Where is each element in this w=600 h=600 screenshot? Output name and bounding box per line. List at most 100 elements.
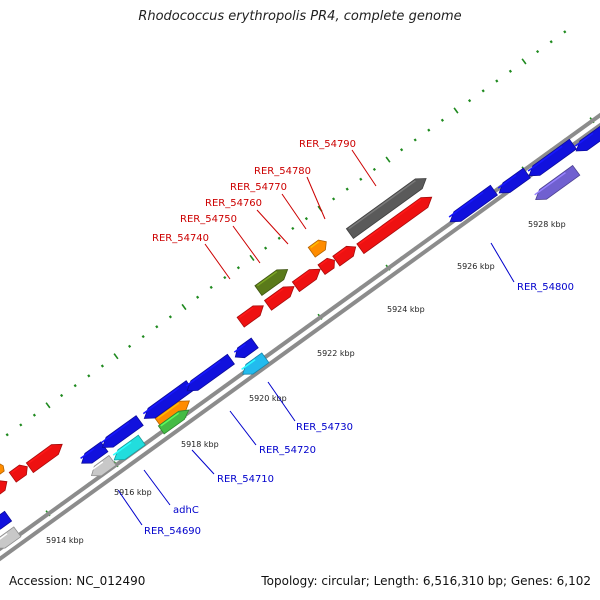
gene-label-rer-54780[interactable]: RER_54780 — [254, 166, 311, 177]
gene-label-rer-54730[interactable]: RER_54730 — [296, 422, 353, 433]
gene-arrow-reverse-highlight — [0, 533, 8, 540]
gene-arrow-reverse[interactable] — [535, 164, 581, 201]
kbp-label: 5926 kbp — [457, 262, 495, 271]
gene-arrow-reverse[interactable] — [234, 337, 259, 359]
gene-label-rer-54710[interactable]: RER_54710 — [217, 474, 274, 485]
outer-tick — [508, 69, 513, 73]
outer-tick — [87, 374, 91, 378]
gene-arrow-forward[interactable] — [332, 245, 357, 267]
gene-arrow-reverse-highlight — [527, 145, 563, 172]
outer-tick — [372, 167, 376, 172]
gene-label-rer-54760[interactable]: RER_54760 — [205, 198, 262, 209]
gene-arrow-forward-highlight — [334, 247, 347, 257]
outer-tick — [168, 315, 172, 319]
gene-arrow-rer-54760[interactable] — [263, 286, 295, 311]
outer-tick — [128, 344, 132, 348]
gene-arrow-rer-54790[interactable] — [345, 178, 427, 239]
gene-label-rer-54720[interactable]: RER_54720 — [259, 445, 316, 456]
gene-arrow-rer-54780-highlight — [310, 241, 319, 249]
outer-tick — [481, 89, 485, 93]
gene-arrow-rer-54730[interactable] — [242, 352, 270, 375]
gene-arrow-rer-54720[interactable] — [186, 353, 235, 392]
outer-tick — [563, 30, 567, 34]
outer-tick — [209, 285, 213, 290]
gene-arrow-rer-54690[interactable] — [90, 454, 117, 477]
gene-arrow-reverse-highlight — [233, 343, 246, 353]
outer-tick — [536, 49, 540, 54]
gene-arrow-adhc-highlight — [112, 441, 132, 456]
outer-tick — [440, 118, 445, 122]
outer-tick — [181, 303, 187, 311]
gene-arrow-forward-highlight — [28, 445, 52, 464]
gene-arrow-forward[interactable] — [8, 464, 28, 483]
gene-arrow-forward-highlight — [320, 259, 328, 266]
gene-arrow-rer-54740[interactable] — [236, 305, 264, 328]
outer-tick — [549, 40, 553, 44]
gene-label-rer-54750[interactable]: RER_54750 — [180, 214, 237, 225]
gene-arrow-rer-54790-highlight — [348, 180, 416, 230]
outer-tick — [45, 402, 51, 409]
gene-arrow-rer-54710-highlight — [160, 412, 180, 427]
kbp-labels: 5914 kbp 5916 kbp 5918 kbp 5920 kbp 5922… — [46, 220, 566, 545]
gene-label-rer-54740[interactable]: RER_54740 — [152, 233, 209, 244]
gene-arrow-reverse[interactable] — [575, 125, 600, 152]
gene-arrow-reverse[interactable] — [0, 510, 13, 530]
gene-arrow-forward[interactable] — [317, 257, 335, 276]
gene-features[interactable] — [0, 125, 600, 549]
gene-arrow-reverse[interactable] — [498, 167, 531, 194]
gene-label-rer-54690[interactable]: RER_54690 — [144, 526, 201, 537]
outer-tick — [19, 423, 23, 427]
outer-tick — [427, 128, 431, 132]
accession-text: Accession: NC_012490 — [9, 574, 146, 588]
gene-arrow-forward-highlight — [11, 466, 20, 474]
gene-arrow-rer-54710[interactable] — [157, 409, 190, 435]
gene-label-rer-54790[interactable]: RER_54790 — [299, 139, 356, 150]
gene-arrow-rer-54770-highlight — [294, 270, 310, 283]
gene-arrow-reverse-highlight — [574, 132, 594, 147]
outer-tick — [155, 325, 159, 329]
outer-tick — [59, 393, 64, 398]
gene-arrow-rer-54800-highlight — [448, 191, 484, 218]
gene-arrow-forward[interactable] — [356, 196, 433, 255]
map-title: Rhodococcus erythropolis PR4, complete g… — [138, 9, 462, 24]
outer-tick — [236, 266, 240, 270]
reverse-leader-lines — [117, 242, 515, 526]
outer-tick — [332, 197, 336, 201]
gene-arrow-forward[interactable] — [25, 443, 63, 474]
gene-arrow-reverse[interactable] — [101, 415, 144, 448]
kbp-label: 5914 kbp — [46, 536, 84, 545]
kbp-label: 5928 kbp — [528, 220, 566, 229]
gene-arrow-rer-54690-highlight — [89, 461, 104, 472]
gene-label-adhc[interactable]: adhC — [173, 505, 199, 516]
forward-gene-labels: RER_54740 RER_54750 RER_54760 RER_54770 … — [152, 139, 356, 244]
gene-arrow-rer-54770[interactable] — [291, 268, 321, 293]
gene-label-rer-54770[interactable]: RER_54770 — [230, 182, 287, 193]
gene-arrow-rer-54800[interactable] — [449, 184, 498, 223]
gene-arrow-adhc[interactable] — [113, 434, 146, 461]
reverse-gene-labels: RER_54690 adhC RER_54710 RER_54720 RER_5… — [144, 282, 574, 537]
gene-arrow-forward-highlight — [157, 402, 180, 419]
gene-arrow-forward[interactable] — [0, 463, 5, 475]
gene-arrow-rer-54780[interactable] — [307, 239, 327, 258]
gene-arrow-forward[interactable] — [0, 480, 8, 500]
gene-arrow-reverse[interactable] — [528, 138, 577, 177]
gene-arrow-rer-54750[interactable] — [254, 269, 289, 296]
gene-arrow-reverse[interactable] — [81, 441, 109, 464]
gene-arrow-forward-highlight — [358, 198, 422, 245]
kbp-label: 5916 kbp — [114, 488, 152, 497]
outer-tick — [399, 148, 404, 152]
kbp-label: 5920 kbp — [249, 394, 287, 403]
outer-tick — [291, 226, 295, 231]
outer-tick — [304, 216, 309, 221]
outer-tick — [521, 58, 527, 65]
outer-tick — [263, 246, 268, 250]
outer-tick — [5, 433, 9, 437]
kbp-label: 5918 kbp — [181, 440, 219, 449]
gene-arrow-reverse[interactable] — [0, 526, 22, 549]
gene-arrow-reverse-highlight — [497, 174, 517, 189]
outer-tick — [141, 334, 145, 339]
gene-arrow-reverse-highlight — [142, 387, 180, 415]
gene-arrow-rer-54760-highlight — [266, 288, 284, 302]
gene-label-rer-54800[interactable]: RER_54800 — [517, 282, 574, 293]
